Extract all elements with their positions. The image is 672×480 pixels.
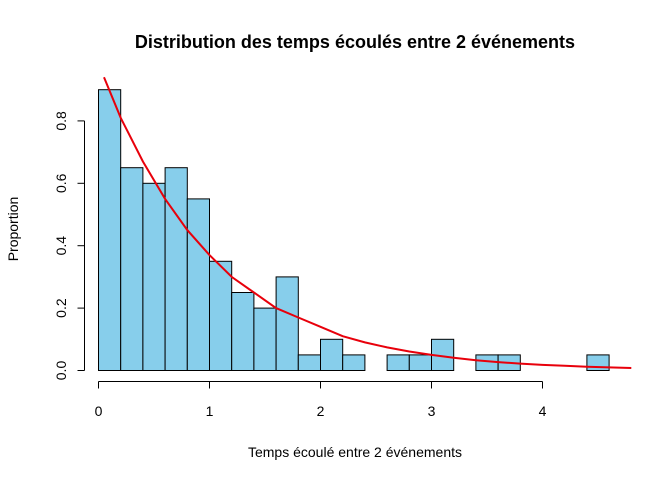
histogram-bar-3 [164,167,188,371]
x-axis: 0 1 2 3 4 [95,381,547,419]
x-axis-label: Temps écoulé entre 2 événements [248,444,462,460]
histogram-bar-14 [408,354,432,371]
x-tick-label: 2 [317,403,325,419]
y-axis: 0.0 0.2 0.4 0.6 0.8 [53,111,85,380]
curve-group [103,76,632,369]
histogram-bar-6 [231,292,255,371]
x-tick-label: 1 [206,403,214,419]
x-tick-label: 4 [539,403,547,419]
chart-title: Distribution des temps écoulés entre 2 é… [135,32,575,52]
histogram-bar-5 [209,260,233,371]
histogram-bar-4 [186,198,211,371]
histogram-bar-13 [386,354,410,371]
histogram-bar-2 [142,182,166,371]
histogram-bar-0 [98,89,122,371]
y-tick-label: 0.8 [53,111,69,131]
histogram-bar-10 [320,338,344,371]
histogram-bar-9 [297,354,321,371]
density-curve [103,76,632,369]
histogram-bar-11 [342,354,366,371]
y-tick-label: 0.4 [53,236,69,256]
histogram-bar-1 [120,167,144,371]
histogram-bar-8 [275,276,299,371]
histogram-bar-7 [253,307,277,372]
bars-group [98,89,610,372]
y-axis-label: Proportion [5,197,21,262]
x-tick-label: 0 [95,403,103,419]
y-tick-label: 0.0 [53,361,69,381]
y-tick-label: 0.2 [53,298,69,318]
x-tick-label: 3 [428,403,436,419]
y-tick-label: 0.6 [53,173,69,193]
